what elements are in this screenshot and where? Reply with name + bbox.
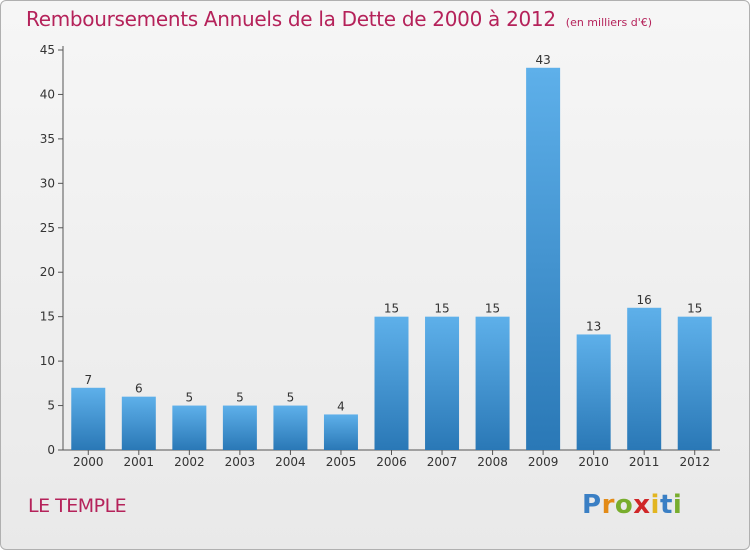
- chart-bars: [71, 67, 712, 451]
- y-tick-label: 40: [40, 87, 55, 101]
- y-tick-label: 35: [40, 132, 55, 146]
- x-tick-label: 2001: [124, 455, 155, 469]
- x-tick-label: 2012: [679, 455, 710, 469]
- bar-2012: [677, 316, 712, 450]
- y-tick-label: 30: [40, 176, 55, 190]
- y-tick-label: 5: [47, 399, 55, 413]
- logo-letter: t: [659, 490, 673, 520]
- x-tick-label: 2000: [73, 455, 104, 469]
- y-tick-label: 15: [40, 310, 55, 324]
- bar-value-label: 5: [287, 391, 295, 405]
- bar-2008: [475, 316, 510, 450]
- bar-value-label: 4: [337, 399, 345, 413]
- chart-title: Remboursements Annuels de la Dette de 20…: [26, 7, 652, 31]
- bar-2004: [273, 405, 308, 450]
- bar-value-label: 15: [434, 302, 449, 316]
- x-tick-label: 2002: [174, 455, 205, 469]
- bar-value-label: 43: [535, 53, 550, 67]
- bar-value-label: 16: [637, 293, 652, 307]
- x-tick-label: 2010: [578, 455, 609, 469]
- y-tick-label: 45: [40, 43, 55, 57]
- bar-2000: [71, 387, 106, 450]
- logo-letter: o: [614, 490, 634, 520]
- commune-name: LE TEMPLE: [28, 495, 127, 517]
- bar-value-label: 15: [687, 302, 702, 316]
- logo-letter: x: [633, 490, 651, 520]
- chart-subtitle: (en milliers d'€): [565, 16, 653, 29]
- bar-2009: [526, 67, 561, 451]
- logo-letter: i: [672, 490, 683, 520]
- x-tick-label: 2006: [376, 455, 407, 469]
- x-tick-label: 2005: [326, 455, 357, 469]
- proxiti-logo: Proxiti: [582, 490, 682, 520]
- y-tick-label: 10: [40, 354, 55, 368]
- bar-value-label: 6: [135, 382, 143, 396]
- bar-2010: [576, 334, 611, 450]
- bar-2007: [425, 316, 460, 450]
- chart-title-text: Remboursements Annuels de la Dette de 20…: [26, 7, 556, 31]
- x-tick-label: 2011: [629, 455, 660, 469]
- x-tick-label: 2003: [225, 455, 256, 469]
- bar-value-label: 15: [485, 302, 500, 316]
- bar-value-label: 7: [84, 373, 92, 387]
- bar-2006: [374, 316, 409, 450]
- bar-value-label: 15: [384, 302, 399, 316]
- logo-letter: r: [601, 490, 615, 520]
- bar-value-label: 5: [186, 391, 194, 405]
- bar-2002: [172, 405, 207, 450]
- bar-2011: [627, 307, 662, 450]
- logo-letter: P: [582, 490, 602, 520]
- y-tick-label: 0: [47, 443, 55, 457]
- x-tick-label: 2009: [528, 455, 559, 469]
- x-tick-label: 2008: [477, 455, 508, 469]
- bar-2003: [222, 405, 257, 450]
- bar-2001: [121, 396, 156, 450]
- bar-value-label: 5: [236, 391, 244, 405]
- chart-labels: 7 6 5 5 5 4 15 15 15 43 13 16 15: [84, 53, 702, 414]
- y-tick-label: 20: [40, 265, 55, 279]
- y-tick-label: 25: [40, 221, 55, 235]
- x-tick-label: 2004: [275, 455, 306, 469]
- logo-letter: i: [650, 490, 660, 520]
- bar-2005: [323, 414, 358, 450]
- bar-value-label: 13: [586, 319, 601, 333]
- x-tick-label: 2007: [427, 455, 458, 469]
